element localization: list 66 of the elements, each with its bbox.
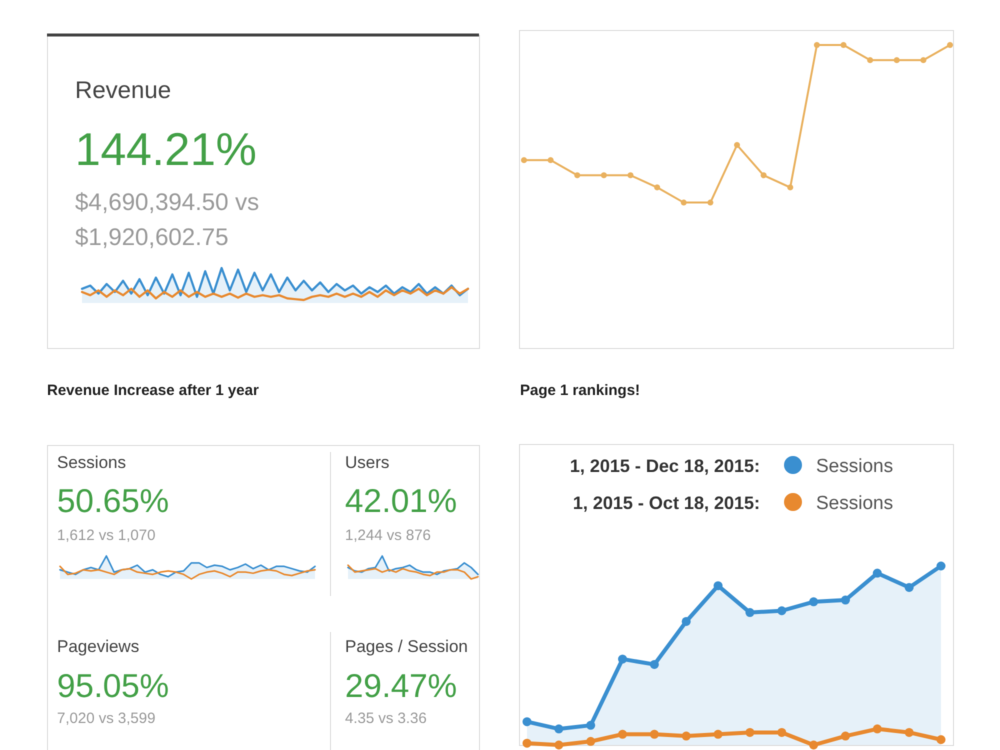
point (618, 730, 628, 739)
point (714, 730, 723, 739)
point (548, 157, 554, 164)
point (734, 142, 740, 148)
point (777, 606, 786, 616)
point (586, 720, 596, 730)
point (809, 597, 818, 606)
text: Pages / Session (345, 637, 468, 656)
point (947, 42, 953, 48)
point (894, 57, 900, 64)
text: $4,690,394.50 vs $1,920,602.75 (75, 189, 260, 251)
chart-subtitle: 42.01% (345, 482, 457, 519)
point (682, 616, 691, 626)
chart-title: Revenue (75, 77, 172, 104)
point (936, 735, 946, 744)
chart-title: Sessions (57, 453, 126, 472)
point (707, 200, 714, 206)
point (522, 717, 532, 726)
point (840, 732, 850, 741)
text: 1, 2015 - Dec 18, 2015: (570, 456, 760, 476)
text: Page 1 rankings! (520, 382, 640, 399)
legend-label: Sessions (816, 456, 894, 477)
point (867, 57, 874, 64)
point (904, 582, 914, 592)
point (872, 724, 882, 734)
chart-subtitle: 50.65% (57, 482, 169, 519)
point (809, 740, 818, 750)
point (760, 172, 767, 178)
chart-subtitle: 144.21% (75, 123, 257, 175)
point (654, 184, 660, 190)
point (574, 172, 580, 178)
point (920, 57, 926, 64)
point (936, 562, 946, 570)
point (600, 172, 607, 178)
text: 4.35 vs 3.36 (345, 710, 427, 727)
point (650, 730, 659, 739)
point (682, 732, 691, 741)
point (814, 42, 820, 48)
chart-title: Users (345, 453, 390, 472)
text: 95.05% (57, 667, 169, 704)
point (521, 157, 527, 164)
point (904, 728, 914, 737)
point (628, 172, 634, 178)
text: 29.47% (345, 667, 457, 704)
point (586, 736, 596, 746)
point (840, 42, 846, 48)
point (680, 200, 687, 206)
text: 1,612 vs 1,070 (57, 527, 156, 544)
point (777, 728, 786, 737)
point (840, 596, 850, 605)
point (554, 740, 564, 750)
point (745, 608, 754, 618)
point (745, 728, 754, 737)
point (872, 568, 882, 578)
point (522, 738, 532, 748)
point (618, 654, 628, 664)
legend-label: Sessions (816, 493, 894, 514)
text: 1, 2015 - Oct 18, 2015: (572, 493, 760, 513)
point (714, 581, 723, 590)
text: Revenue Increase after 1 year (47, 382, 259, 399)
text: 7,020 vs 3,599 (57, 710, 156, 727)
text: 1,244 vs 876 (345, 527, 431, 544)
point (787, 184, 794, 190)
text: Pageviews (57, 637, 140, 656)
point (554, 724, 564, 734)
point (650, 660, 659, 669)
